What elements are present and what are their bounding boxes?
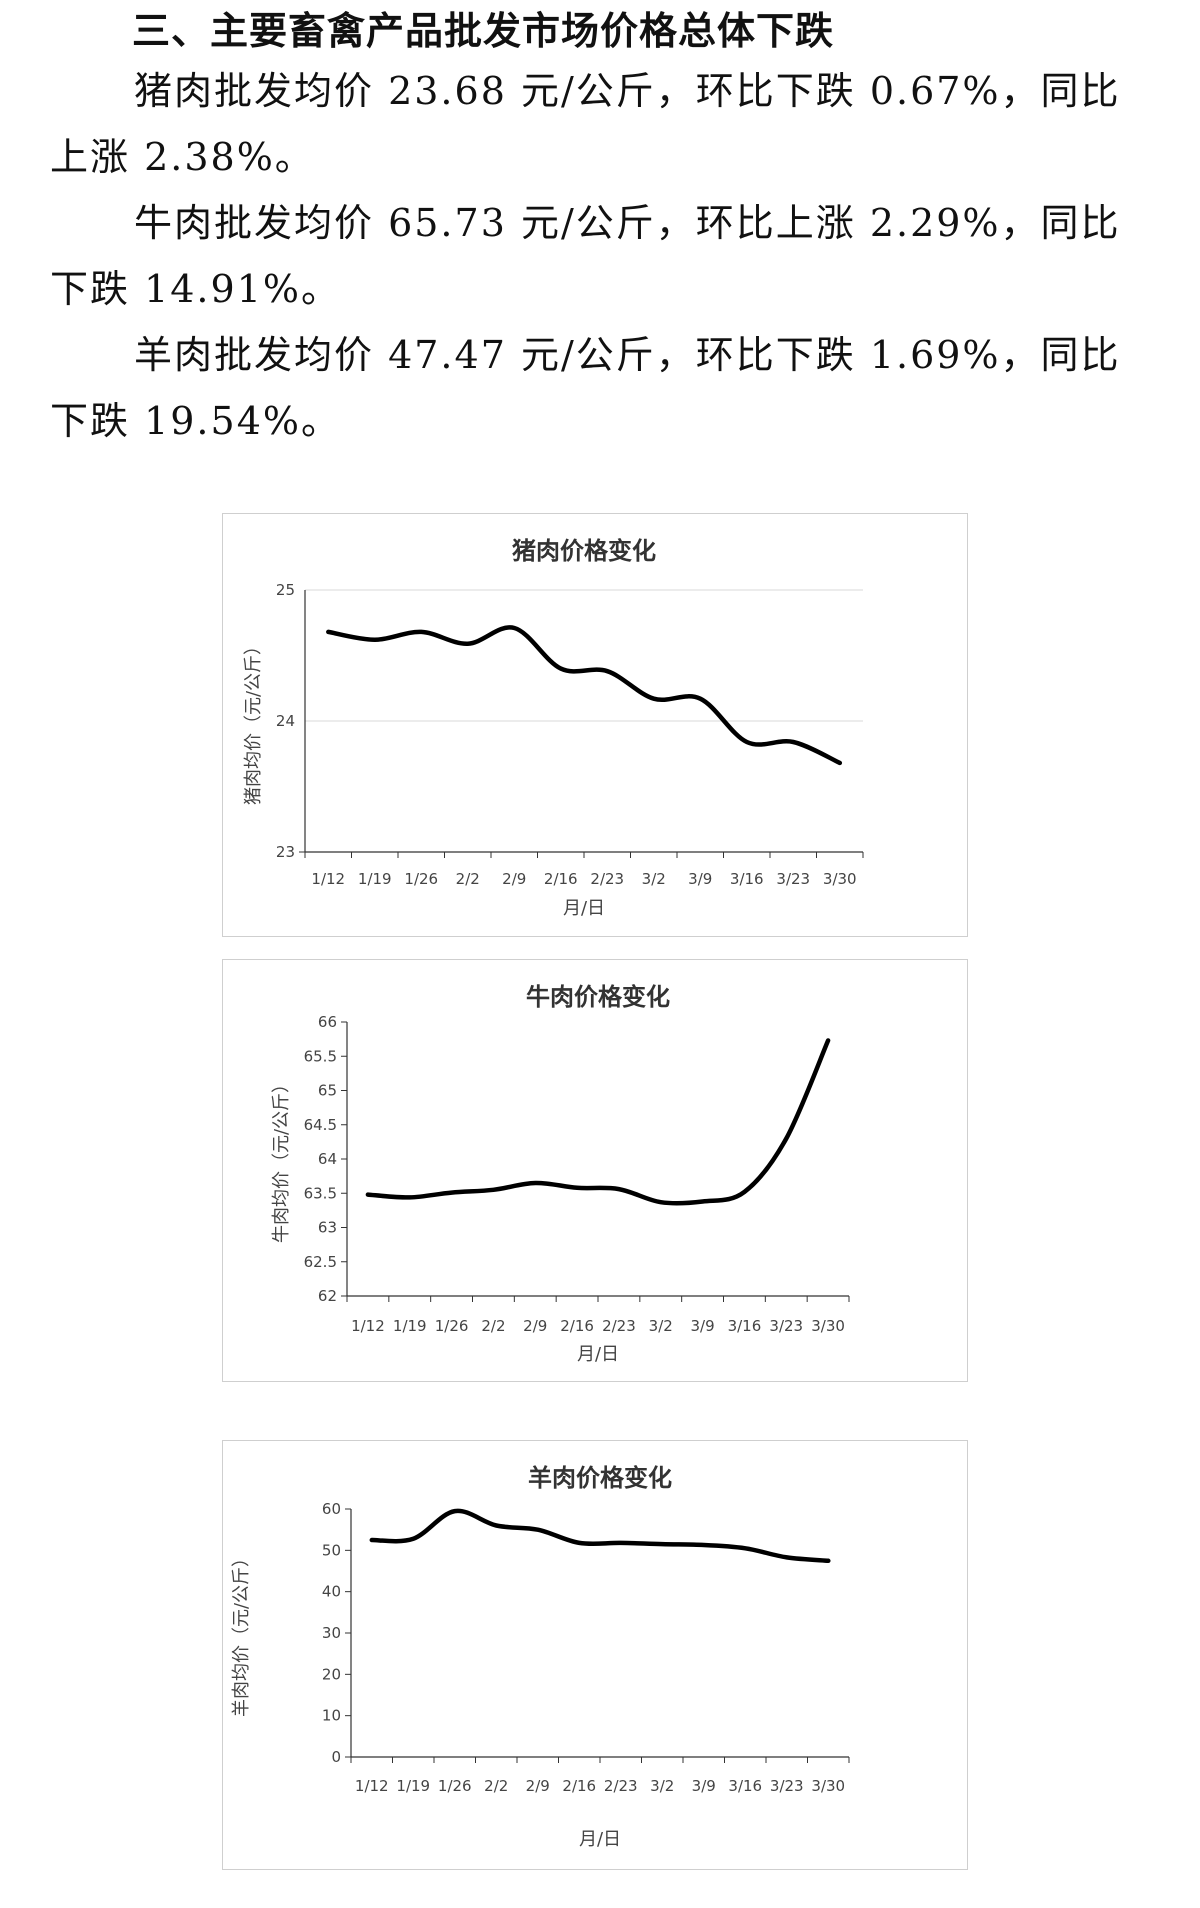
x-tick-label: 3/2 [650,1777,674,1795]
x-axis-label: 月/日 [577,1344,619,1365]
pork-price-chart: 猪肉价格变化 23 24 25 1/12 1/19 1/26 2/2 2/9 2/16 2/23 3/… [222,513,968,937]
mutton-price-chart: 羊肉价格变化 0 10 20 30 40 50 60 1/12 1/19 1/26 2/2 2/9 2/1… [222,1440,968,1870]
x-tick-label: 3/2 [649,1317,673,1335]
y-tick-label: 24 [276,712,295,730]
x-tick-label: 1/19 [396,1777,430,1795]
x-axis-label: 月/日 [563,898,605,919]
x-tick-label: 2/2 [456,870,480,888]
y-tick-label: 65 [318,1082,337,1100]
price-line [326,625,843,766]
mutton-price-chart-svg: 羊肉价格变化 0 10 20 30 40 50 60 1/12 1/19 1/26 2/2 2/9 2/1… [231,1464,850,1850]
x-tick-label: 1/26 [404,870,438,888]
x-tick-label: 3/16 [730,870,764,888]
y-tick-label: 64.5 [304,1116,337,1134]
y-axis-label: 羊肉均价（元/公斤） [231,1549,252,1717]
y-tick-label: 10 [322,1707,341,1725]
y-tick-label: 50 [322,1541,341,1559]
chart-title: 羊肉价格变化 [528,1464,672,1492]
x-tick-label: 3/23 [770,1777,804,1795]
x-tick-label: 3/16 [728,1317,762,1335]
y-tick-label: 63.5 [304,1184,337,1202]
y-tick-label: 30 [322,1624,341,1642]
x-tick-label: 3/23 [776,870,810,888]
x-tick-label: 2/9 [502,870,526,888]
y-axis-label: 牛肉均价（元/公斤） [271,1075,292,1243]
x-tick-label: 2/16 [544,870,578,888]
pork-price-chart-svg: 猪肉价格变化 23 24 25 1/12 1/19 1/26 2/2 2/9 2/16 2/23 3/… [243,537,864,919]
x-tick-label: 1/26 [435,1317,469,1335]
x-tick-label: 1/12 [351,1317,385,1335]
chart-title: 牛肉价格变化 [526,983,670,1011]
y-tick-label: 64 [318,1150,337,1168]
x-tick-label: 1/12 [355,1777,389,1795]
y-tick-label: 66 [318,1013,337,1031]
x-tick-label: 2/23 [604,1777,638,1795]
x-tick-label: 2/23 [602,1317,636,1335]
x-tick-label: 2/16 [560,1317,594,1335]
x-tick-label: 3/16 [728,1777,762,1795]
y-tick-label: 63 [318,1219,337,1237]
y-tick-label: 25 [276,581,295,599]
mutton-price-paragraph: 羊肉批发均价 47.47 元/公斤，环比下跌 1.69%，同比下跌 19.54%… [50,333,1121,443]
y-tick-label: 23 [276,843,295,861]
x-tick-label: 3/9 [691,1317,715,1335]
section-heading: 三、主要畜禽产品批发市场价格总体下跌 [132,9,835,53]
y-tick-label: 65.5 [304,1047,337,1065]
y-tick-label: 60 [322,1500,341,1518]
chart-title: 猪肉价格变化 [512,537,656,565]
x-tick-label: 1/19 [358,870,392,888]
price-line [365,1038,831,1206]
x-tick-label: 2/2 [481,1317,505,1335]
pork-price-paragraph: 猪肉批发均价 23.68 元/公斤，环比下跌 0.67%，同比上涨 2.38%。 [50,69,1121,179]
x-tick-label: 3/30 [811,1317,845,1335]
x-tick-label: 3/2 [642,870,666,888]
x-tick-label: 2/2 [484,1777,508,1795]
x-axis-label: 月/日 [579,1829,621,1850]
y-tick-label: 40 [322,1583,341,1601]
x-tick-label: 1/26 [438,1777,472,1795]
x-tick-label: 1/12 [311,870,345,888]
beef-price-paragraph: 牛肉批发均价 65.73 元/公斤，环比上涨 2.29%，同比下跌 14.91%… [50,201,1121,311]
price-line [369,1508,831,1564]
x-tick-label: 2/9 [523,1317,547,1335]
x-tick-label: 3/30 [823,870,857,888]
x-tick-label: 3/23 [769,1317,803,1335]
y-tick-label: 62.5 [304,1253,337,1271]
x-tick-label: 3/9 [692,1777,716,1795]
y-tick-label: 0 [331,1748,341,1766]
x-tick-label: 2/16 [562,1777,596,1795]
beef-price-chart-svg: 牛肉价格变化 62 62.5 63 63.5 64 64.5 65 65.5 66 1/12 1/19… [271,983,850,1365]
beef-price-chart: 牛肉价格变化 62 62.5 63 63.5 64 64.5 65 65.5 66 1/12 1/19… [222,959,968,1382]
x-tick-label: 3/9 [688,870,712,888]
y-tick-label: 62 [318,1287,337,1305]
x-tick-label: 2/23 [590,870,624,888]
y-tick-label: 20 [322,1665,341,1683]
x-tick-label: 1/19 [393,1317,427,1335]
y-axis-label: 猪肉均价（元/公斤） [243,637,264,805]
x-tick-label: 3/30 [811,1777,845,1795]
x-tick-label: 2/9 [526,1777,550,1795]
